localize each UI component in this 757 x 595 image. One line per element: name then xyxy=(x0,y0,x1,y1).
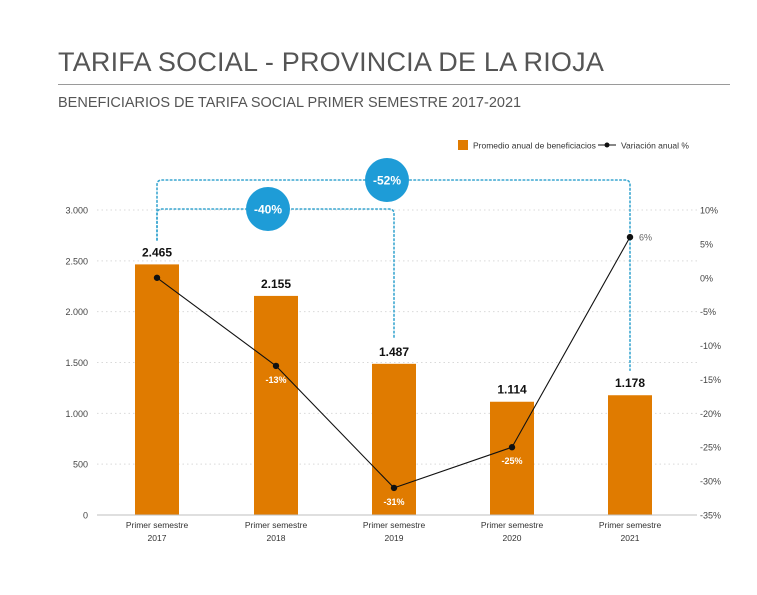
y-left-tick-label: 3.000 xyxy=(65,206,88,216)
legend-bar-swatch xyxy=(458,140,468,150)
bar xyxy=(135,264,179,515)
bar-value-label: 1.487 xyxy=(379,345,409,359)
x-tick-label: Primer semestre xyxy=(245,520,308,530)
y-right-tick-label: -30% xyxy=(700,477,721,487)
line-series xyxy=(153,233,634,492)
line-point xyxy=(272,362,280,370)
axis-ticks: 0 500 1.000 1.500 2.000 2.500 3.000 -35% -30% -25… xyxy=(65,206,721,544)
change-badge xyxy=(365,158,409,202)
chart-legend: Promedio anual de beneficiacios Variación… xyxy=(458,140,689,151)
y-left-tick-label: 1.500 xyxy=(65,358,88,368)
change-badge xyxy=(246,187,290,231)
y-right-tick-label: 5% xyxy=(700,239,713,249)
bar-value-label: 1.178 xyxy=(615,376,645,390)
bar-value-label: 1.114 xyxy=(497,383,527,397)
title-divider xyxy=(58,84,730,85)
x-tick-label: Primer semestre xyxy=(599,520,662,530)
data-labels: 2.465 2.155 1.487 1.114 1.178 -13% -31% -25% 6% xyxy=(142,233,652,507)
y-right-tick-label: -20% xyxy=(700,409,721,419)
y-right-tick-label: -25% xyxy=(700,443,721,453)
y-left-tick-label: 2.000 xyxy=(65,307,88,317)
bar-value-label: 2.155 xyxy=(261,277,291,291)
page-subtitle: BENEFICIARIOS DE TARIFA SOCIAL PRIMER SE… xyxy=(58,95,522,111)
line-point xyxy=(508,444,516,451)
x-tick-label: Primer semestre xyxy=(363,520,426,530)
y-left-tick-label: 500 xyxy=(73,460,88,470)
y-right-tick-label: -35% xyxy=(700,511,721,521)
bar-series xyxy=(135,264,652,515)
line-value-label: -25% xyxy=(501,456,522,466)
change-badge-label: -52% xyxy=(373,174,401,188)
y-left-tick-label: 0 xyxy=(83,511,88,521)
line-point xyxy=(153,274,161,281)
y-left-tick-label: 2.500 xyxy=(65,256,88,266)
line-value-label: 6% xyxy=(639,233,652,243)
change-badge-label: -40% xyxy=(254,203,282,217)
y-right-tick-label: -10% xyxy=(700,341,721,351)
x-tick-label: Primer semestre xyxy=(126,520,189,530)
x-tick-label-year: 2017 xyxy=(148,533,167,543)
x-tick-label-year: 2020 xyxy=(503,533,522,543)
bar-value-label: 2.465 xyxy=(142,245,172,259)
y-left-tick-label: 1.000 xyxy=(65,409,88,419)
bar xyxy=(372,363,416,515)
line-value-label: -31% xyxy=(383,497,404,507)
y-right-tick-label: -15% xyxy=(700,375,721,385)
line-point xyxy=(626,233,634,241)
line-value-label: -13% xyxy=(265,375,286,385)
y-right-tick-label: 10% xyxy=(700,206,718,216)
x-tick-label-year: 2019 xyxy=(385,533,404,543)
legend-line-marker xyxy=(604,142,610,148)
comparison-brackets: -40% -52% xyxy=(156,158,631,372)
bar xyxy=(254,295,298,515)
page-title: TARIFA SOCIAL - PROVINCIA DE LA RIOJA xyxy=(58,47,605,77)
legend-bar-label: Promedio anual de beneficiacios xyxy=(473,141,596,151)
x-tick-label-year: 2021 xyxy=(621,533,640,543)
x-tick-label-year: 2018 xyxy=(267,533,286,543)
legend-line-label: Variación anual % xyxy=(621,141,689,151)
comparison-bracket xyxy=(156,179,631,372)
bar xyxy=(608,395,652,515)
line-point xyxy=(390,484,398,492)
y-right-tick-label: -5% xyxy=(700,307,716,317)
chart-gridlines xyxy=(97,209,697,465)
x-tick-label: Primer semestre xyxy=(481,520,544,530)
y-right-tick-label: 0% xyxy=(700,273,713,283)
